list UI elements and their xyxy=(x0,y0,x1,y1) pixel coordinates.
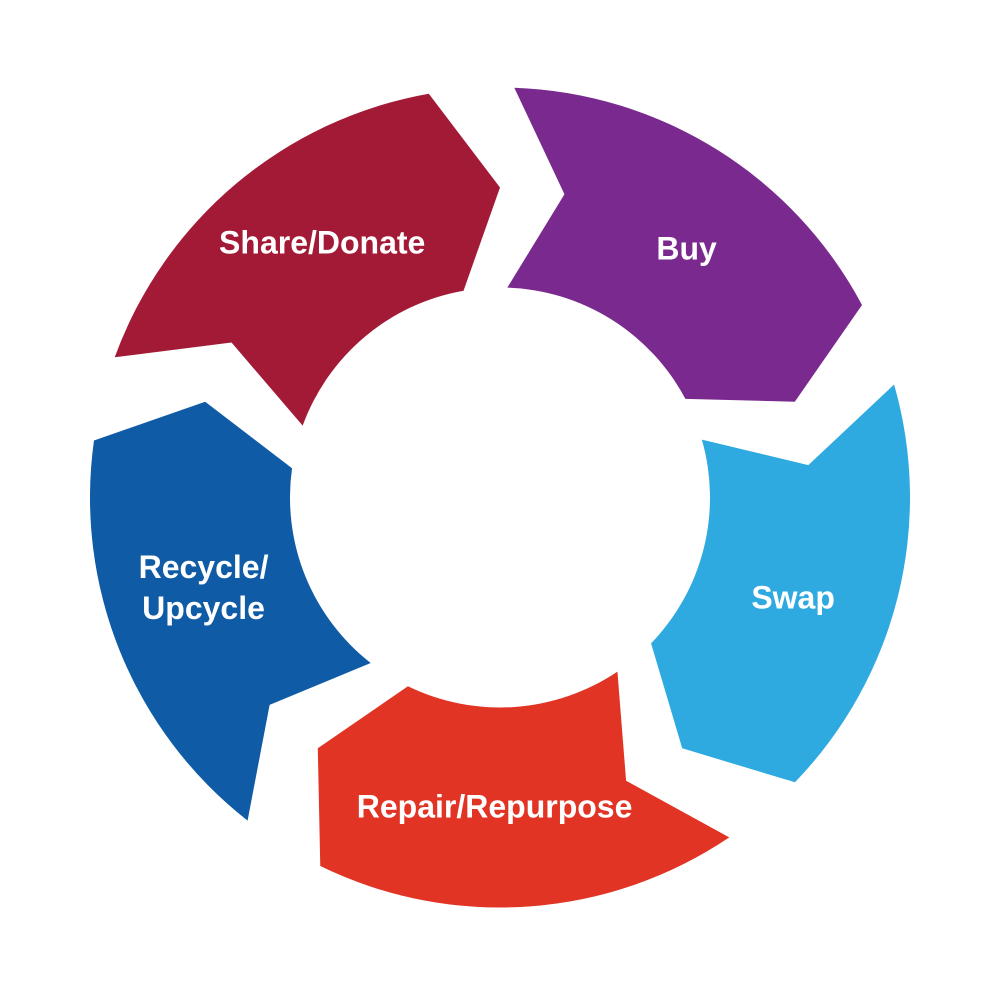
segment-label-2: Repair/Repurpose xyxy=(357,787,633,829)
segment-label-4: Share/Donate xyxy=(219,223,425,265)
cycle-diagram: Buy Swap Repair/Repurpose Recycle/ Upcycle S… xyxy=(70,68,930,933)
segment-label-0: Buy xyxy=(656,229,716,271)
segment-label-1: Swap xyxy=(751,578,835,620)
segment-label-3: Recycle/ Upcycle xyxy=(139,547,269,630)
